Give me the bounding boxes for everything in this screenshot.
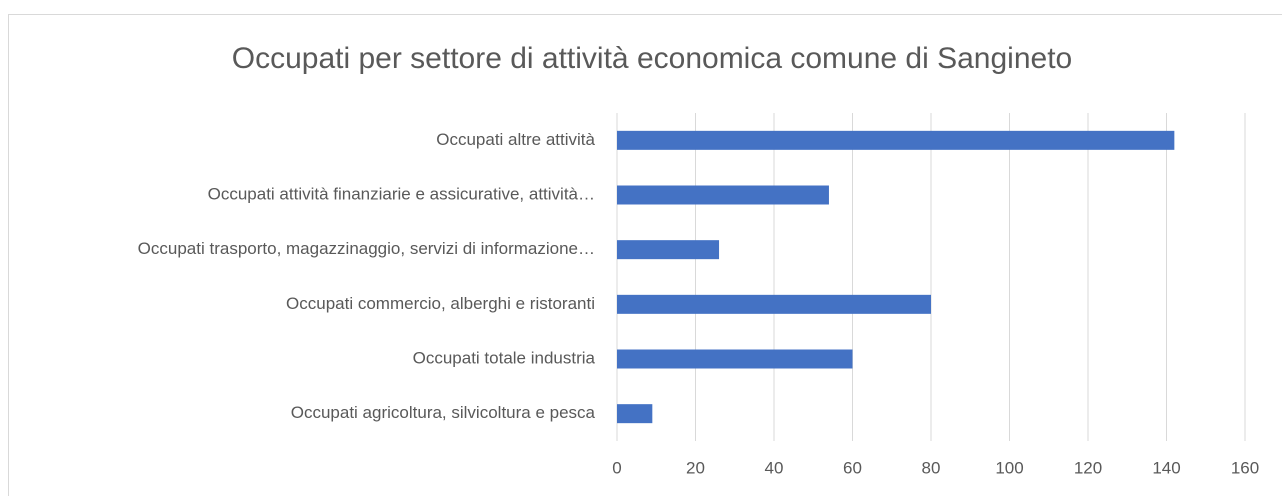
y-tick-label: Occupati attività finanziarie e assicura… (208, 184, 595, 203)
bar (617, 131, 1174, 150)
x-tick-label: 0 (612, 458, 621, 477)
bar (617, 186, 829, 205)
y-tick-label: Occupati agricoltura, silvicoltura e pes… (291, 403, 596, 422)
chart-title: Occupati per settore di attività economi… (232, 42, 1072, 75)
y-tick-label: Occupati totale industria (413, 348, 596, 367)
bar (617, 295, 931, 314)
x-tick-label: 40 (765, 458, 784, 477)
y-tick-label: Occupati trasporto, magazzinaggio, servi… (138, 239, 595, 258)
x-tick-label: 20 (686, 458, 705, 477)
bar (617, 350, 853, 369)
bar (617, 240, 719, 259)
x-tick-label: 100 (995, 458, 1023, 477)
x-tick-label: 160 (1231, 458, 1259, 477)
y-tick-label: Occupati altre attività (436, 130, 595, 149)
x-tick-label: 60 (843, 458, 862, 477)
x-tick-label: 140 (1152, 458, 1180, 477)
x-tick-label: 120 (1074, 458, 1102, 477)
x-tick-label: 80 (922, 458, 941, 477)
y-tick-label: Occupati commercio, alberghi e ristorant… (286, 294, 595, 313)
bar (617, 404, 652, 423)
